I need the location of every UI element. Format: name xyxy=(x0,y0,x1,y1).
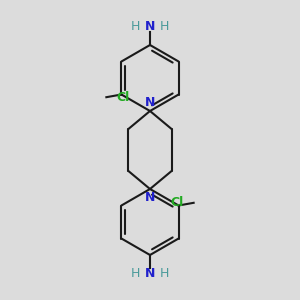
Text: H: H xyxy=(160,20,169,33)
Text: N: N xyxy=(145,267,155,280)
Text: H: H xyxy=(131,20,140,33)
Text: N: N xyxy=(145,96,155,109)
Text: N: N xyxy=(145,20,155,33)
Text: H: H xyxy=(160,267,169,280)
Text: Cl: Cl xyxy=(117,91,130,104)
Text: Cl: Cl xyxy=(170,196,183,209)
Text: N: N xyxy=(145,191,155,204)
Text: H: H xyxy=(131,267,140,280)
